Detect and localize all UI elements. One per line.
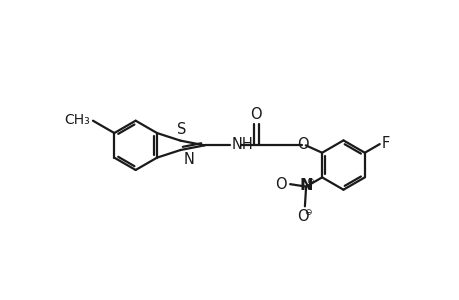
Text: O: O bbox=[296, 208, 308, 224]
Text: ⊕: ⊕ bbox=[306, 177, 313, 186]
Text: O: O bbox=[250, 107, 262, 122]
Text: O: O bbox=[275, 177, 286, 192]
Text: N: N bbox=[183, 152, 194, 166]
Text: F: F bbox=[381, 136, 390, 151]
Text: O: O bbox=[296, 137, 308, 152]
Text: S: S bbox=[176, 122, 185, 137]
Text: NH: NH bbox=[231, 137, 252, 152]
Text: CH₃: CH₃ bbox=[64, 113, 90, 127]
Text: ⊖: ⊖ bbox=[303, 208, 311, 217]
Text: N: N bbox=[299, 178, 312, 193]
